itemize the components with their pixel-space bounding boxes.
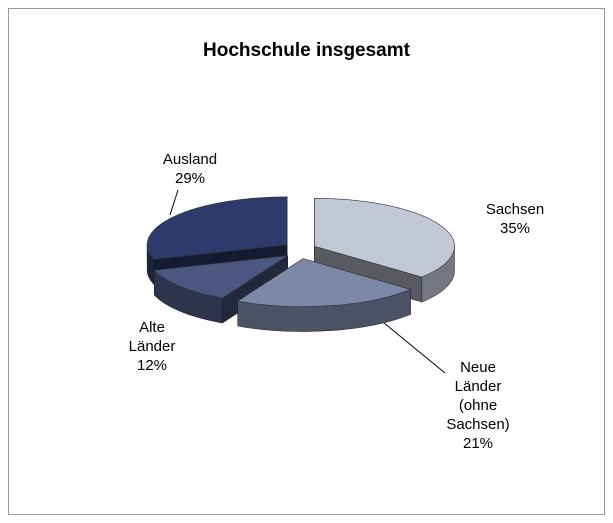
slice-label: Sachsen 35% [486,200,544,238]
slice-label: Alte Länder 12% [127,318,177,375]
category-label: Ausland [162,151,218,168]
value-label: 29% [174,170,206,187]
category-label: Alte Länder [128,319,176,355]
leader-line [169,189,179,216]
category-label: Sachsen [485,201,545,218]
category-label: Neue Länder (ohne Sachsen) [446,359,510,433]
pie-slice [314,197,455,278]
slice-label: Neue Länder (ohne Sachsen) 21% [446,358,510,453]
chart-title: Hochschule insgesamt [203,40,410,61]
value-label: 35% [499,220,531,237]
leader-line [377,317,446,374]
pie-slice [236,258,412,307]
pie-slice [146,196,288,260]
slice-label: Ausland 29% [163,150,217,188]
pie-slice [153,255,288,299]
value-label: 12% [136,357,168,374]
value-label: 21% [462,435,494,452]
